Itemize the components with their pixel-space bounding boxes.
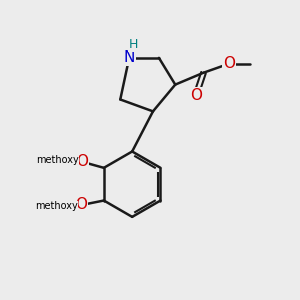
Text: methoxy: methoxy [36,155,79,165]
Text: O: O [223,56,235,71]
Text: H: H [129,38,138,51]
Text: O: O [190,88,202,103]
Text: O: O [76,197,88,212]
Text: methoxy: methoxy [35,202,78,212]
Text: O: O [76,154,88,169]
Text: N: N [124,50,135,65]
